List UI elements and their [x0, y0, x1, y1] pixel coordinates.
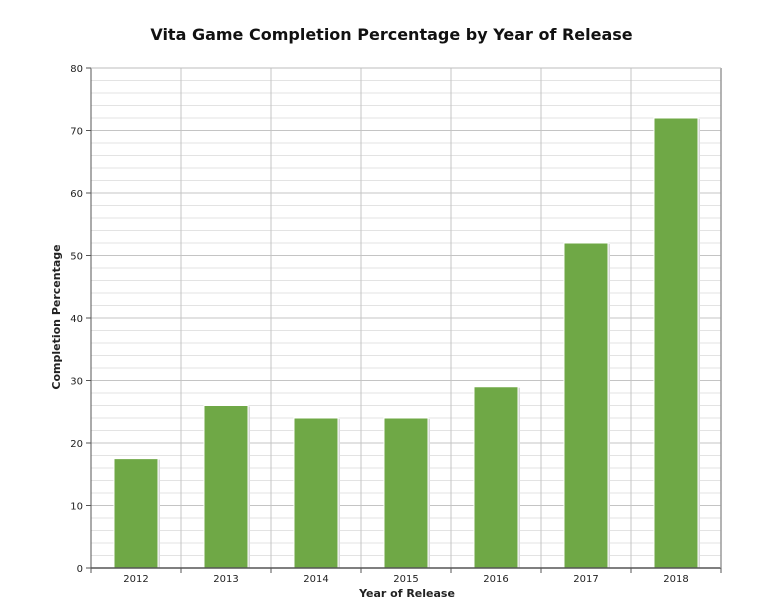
- y-tick-label: 0: [77, 564, 83, 575]
- axis-layer: 0 10 20 30 40 50 60 70 80 2012 2013 2014 2015 2016 201…: [70, 64, 722, 585]
- x-tick-label: 2014: [303, 574, 328, 585]
- x-tick-label: 2016: [483, 574, 508, 585]
- x-tick-label: 2013: [213, 574, 238, 585]
- bar-2013: [203, 405, 249, 569]
- y-tick-label: 10: [70, 502, 83, 513]
- bar-2016: [473, 386, 519, 569]
- x-tick-label: 2017: [573, 574, 598, 585]
- bars-layer: [113, 117, 700, 569]
- bar-2012: [113, 458, 159, 569]
- bar-2017: [563, 242, 609, 569]
- x-tick-label: 2012: [123, 574, 148, 585]
- grid-layer: [90, 67, 722, 569]
- x-tick-label: 2015: [393, 574, 418, 585]
- y-tick-label: 70: [70, 127, 83, 138]
- y-tick-label: 40: [70, 314, 83, 325]
- y-tick-label: 80: [70, 64, 83, 75]
- y-tick-label: 20: [70, 439, 83, 450]
- bar-2014: [293, 417, 339, 569]
- bar-2015: [383, 417, 429, 569]
- x-axis-label: Year of Release: [358, 587, 455, 600]
- y-tick-label: 30: [70, 377, 83, 388]
- y-tick-label: 50: [70, 252, 83, 263]
- y-axis-label: Completion Percentage: [50, 244, 63, 389]
- y-tick-label: 60: [70, 189, 83, 200]
- chart-title: Vita Game Completion Percentage by Year …: [150, 25, 633, 44]
- bar-2018: [653, 117, 699, 569]
- x-tick-label: 2018: [663, 574, 688, 585]
